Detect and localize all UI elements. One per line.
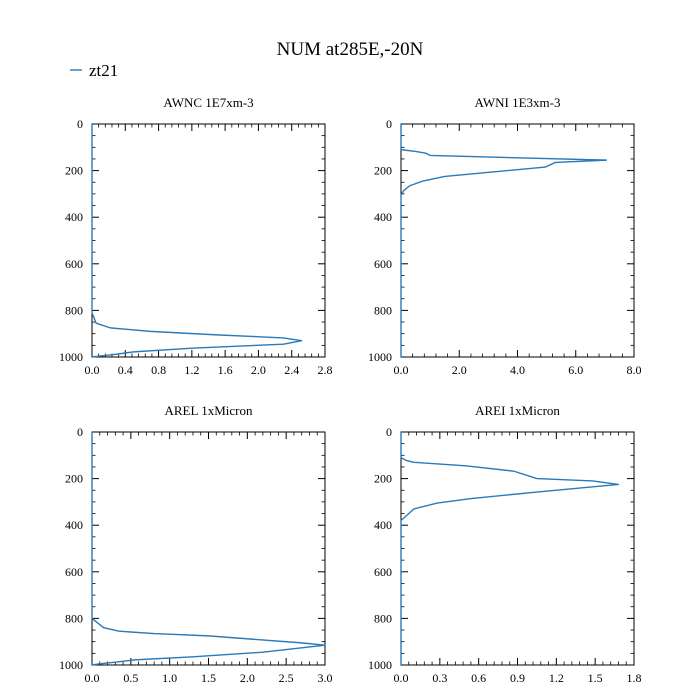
y-tick-label: 200 xyxy=(65,472,83,486)
x-tick-label: 0.5 xyxy=(123,671,138,685)
x-tick-label: 2.8 xyxy=(318,363,333,377)
series-line-zt21 xyxy=(91,432,326,666)
x-tick-label: 4.0 xyxy=(510,363,525,377)
y-tick-label: 600 xyxy=(65,257,83,271)
x-tick-label: 0.3 xyxy=(432,671,447,685)
series-line-zt21 xyxy=(400,432,620,665)
x-tick-label: 2.0 xyxy=(452,363,467,377)
plot-frame xyxy=(91,431,326,666)
x-tick-label: 6.0 xyxy=(568,363,583,377)
y-tick-label: 1000 xyxy=(368,658,392,672)
chart-panel-3: AREL 1xMicron 0.0 0.5 1.0 1.5 2.0 2.5 3.0 0 200 40… xyxy=(59,403,333,685)
plot-frame xyxy=(400,123,635,358)
chart-title: AWNI 1E3xm-3 xyxy=(475,95,561,110)
y-tick-label: 600 xyxy=(374,257,392,271)
x-tick-label: 0.8 xyxy=(151,363,166,377)
x-tick-label: 1.2 xyxy=(184,363,199,377)
series-line-zt21 xyxy=(91,124,303,358)
y-tick-label: 800 xyxy=(65,303,83,317)
legend-label: zt21 xyxy=(89,61,118,80)
y-tick-label: 800 xyxy=(65,611,83,625)
y-tick-label: 800 xyxy=(374,611,392,625)
series-line-zt21 xyxy=(400,124,608,357)
chart-title: AREI 1xMicron xyxy=(475,403,560,418)
x-tick-label: 1.5 xyxy=(588,671,603,685)
y-tick-label: 0 xyxy=(77,425,83,439)
chart-title: AWNC 1E7xm-3 xyxy=(163,95,253,110)
x-tick-label: 0.0 xyxy=(85,363,100,377)
x-tick-label: 1.8 xyxy=(627,671,642,685)
x-tick-label: 1.2 xyxy=(549,671,564,685)
y-tick-label: 600 xyxy=(374,565,392,579)
y-tick-label: 200 xyxy=(65,164,83,178)
chart-title: AREL 1xMicron xyxy=(165,403,253,418)
y-tick-label: 400 xyxy=(65,210,83,224)
plot-frame xyxy=(91,123,326,358)
x-tick-label: 0.4 xyxy=(118,363,133,377)
y-tick-label: 400 xyxy=(65,518,83,532)
legend: zt21 xyxy=(70,61,118,80)
y-tick-label: 800 xyxy=(374,303,392,317)
y-tick-label: 0 xyxy=(77,117,83,131)
x-tick-label: 2.4 xyxy=(284,363,299,377)
y-tick-label: 600 xyxy=(65,565,83,579)
x-tick-label: 0.0 xyxy=(85,671,100,685)
chart-panel-2: AWNI 1E3xm-3 0.0 2.0 4.0 6.0 8.0 0 200 400 600 800… xyxy=(368,95,642,377)
y-tick-label: 0 xyxy=(386,117,392,131)
y-tick-label: 1000 xyxy=(59,350,83,364)
figure-title: NUM at285E,-20N xyxy=(277,39,424,60)
x-tick-label: 0.6 xyxy=(471,671,486,685)
chart-panel-1: AWNC 1E7xm-3 0.0 0.4 0.8 1.2 1.6 2.0 2.4 2.8 0 200… xyxy=(59,95,333,377)
panels: AWNC 1E7xm-3 0.0 0.4 0.8 1.2 1.6 2.0 2.4 2.8 0 200… xyxy=(59,95,642,685)
plot-frame xyxy=(400,431,635,666)
y-tick-label: 400 xyxy=(374,518,392,532)
y-tick-label: 0 xyxy=(386,425,392,439)
y-tick-label: 1000 xyxy=(368,350,392,364)
y-tick-label: 1000 xyxy=(59,658,83,672)
y-tick-label: 200 xyxy=(374,164,392,178)
x-tick-label: 2.0 xyxy=(251,363,266,377)
x-tick-label: 1.5 xyxy=(201,671,216,685)
chart-panel-4: AREI 1xMicron 0.0 0.3 0.6 0.9 1.2 1.5 1.8 0 200 40… xyxy=(368,403,642,685)
y-tick-label: 400 xyxy=(374,210,392,224)
y-tick-label: 200 xyxy=(374,472,392,486)
x-tick-label: 3.0 xyxy=(318,671,333,685)
x-tick-label: 8.0 xyxy=(627,363,642,377)
x-tick-label: 0.9 xyxy=(510,671,525,685)
x-tick-label: 2.0 xyxy=(240,671,255,685)
x-tick-label: 0.0 xyxy=(394,671,409,685)
x-tick-label: 2.5 xyxy=(279,671,294,685)
x-tick-label: 1.6 xyxy=(218,363,233,377)
x-tick-label: 0.0 xyxy=(394,363,409,377)
x-tick-label: 1.0 xyxy=(162,671,177,685)
